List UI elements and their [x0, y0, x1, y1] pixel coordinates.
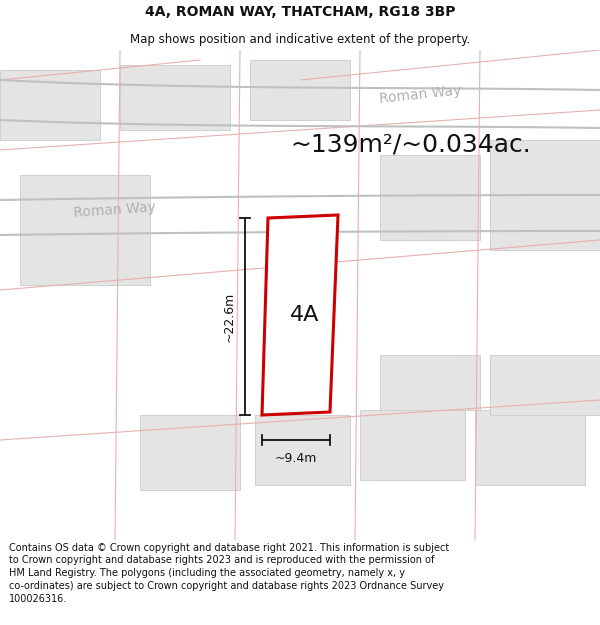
Text: Contains OS data © Crown copyright and database right 2021. This information is : Contains OS data © Crown copyright and d… [9, 542, 449, 604]
Bar [0, 70, 100, 140]
Bar [475, 410, 585, 485]
Text: Roman Way: Roman Way [378, 84, 462, 106]
Polygon shape [262, 215, 338, 415]
Bar [250, 60, 350, 120]
Bar [360, 410, 465, 480]
Bar [20, 175, 150, 285]
Text: ~22.6m: ~22.6m [223, 291, 235, 342]
Bar [490, 140, 600, 250]
Text: Map shows position and indicative extent of the property.: Map shows position and indicative extent… [130, 34, 470, 46]
Text: 4A, ROMAN WAY, THATCHAM, RG18 3BP: 4A, ROMAN WAY, THATCHAM, RG18 3BP [145, 6, 455, 19]
Bar [380, 155, 480, 240]
Bar [490, 355, 600, 415]
Bar [120, 65, 230, 130]
Text: Roman Way: Roman Way [73, 200, 157, 220]
Text: 4A: 4A [290, 305, 319, 325]
Bar [380, 355, 480, 410]
Bar [255, 415, 350, 485]
Text: ~139m²/~0.034ac.: ~139m²/~0.034ac. [290, 133, 531, 157]
Text: ~9.4m: ~9.4m [275, 451, 317, 464]
Bar [140, 415, 240, 490]
